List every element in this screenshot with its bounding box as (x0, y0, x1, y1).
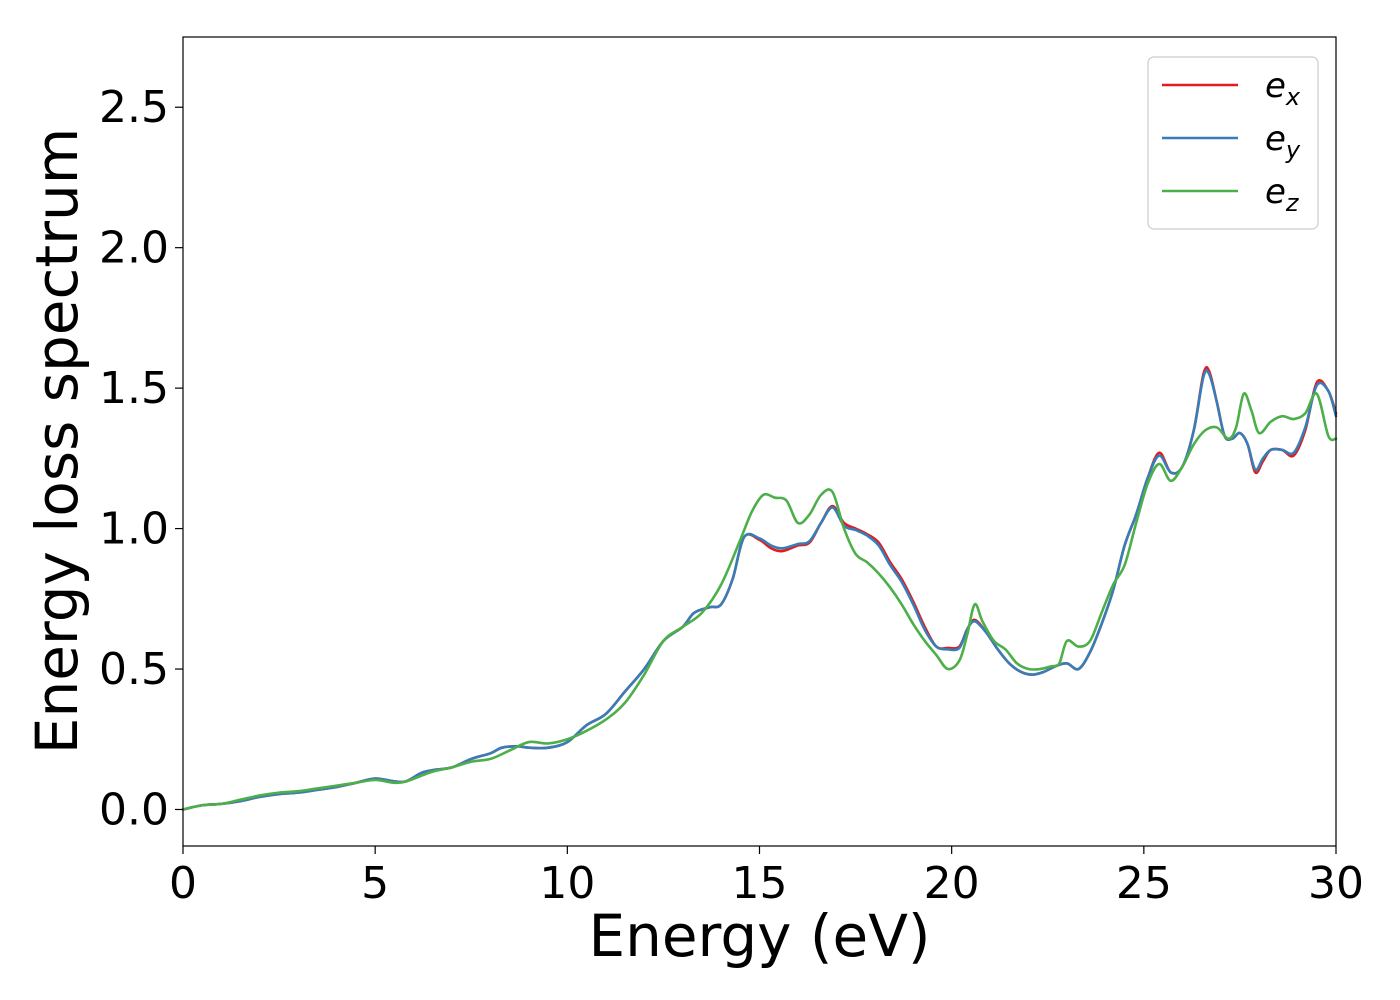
y-tick-label: 1.0 (99, 504, 169, 555)
x-tick-label: 30 (1308, 858, 1364, 909)
plot-area (183, 37, 1336, 846)
x-axis-title: Energy (eV) (588, 902, 930, 970)
y-tick-label: 0.0 (99, 784, 169, 835)
y-axis-ticks: 0.0 0.5 1.0 1.5 2.0 2.5 (99, 82, 183, 835)
x-tick-label: 25 (1116, 858, 1172, 909)
x-tick-label: 20 (924, 858, 980, 909)
x-axis-ticks: 0 5 10 15 20 25 30 (169, 846, 1364, 909)
y-tick-label: 0.5 (99, 644, 169, 695)
y-tick-label: 2.5 (99, 82, 169, 133)
series-layer (181, 365, 1338, 811)
y-axis-title: Energy loss spectrum (23, 128, 91, 754)
y-tick-label: 1.5 (99, 363, 169, 414)
legend-box (1147, 56, 1319, 230)
legend-label-y: ey (1265, 119, 1301, 164)
x-tick-label: 10 (539, 858, 595, 909)
x-tick-label: 15 (732, 858, 788, 909)
x-tick-label: 0 (169, 858, 197, 909)
y-tick-label: 2.0 (99, 223, 169, 274)
series-line-z (181, 392, 1338, 811)
x-tick-label: 5 (361, 858, 389, 909)
